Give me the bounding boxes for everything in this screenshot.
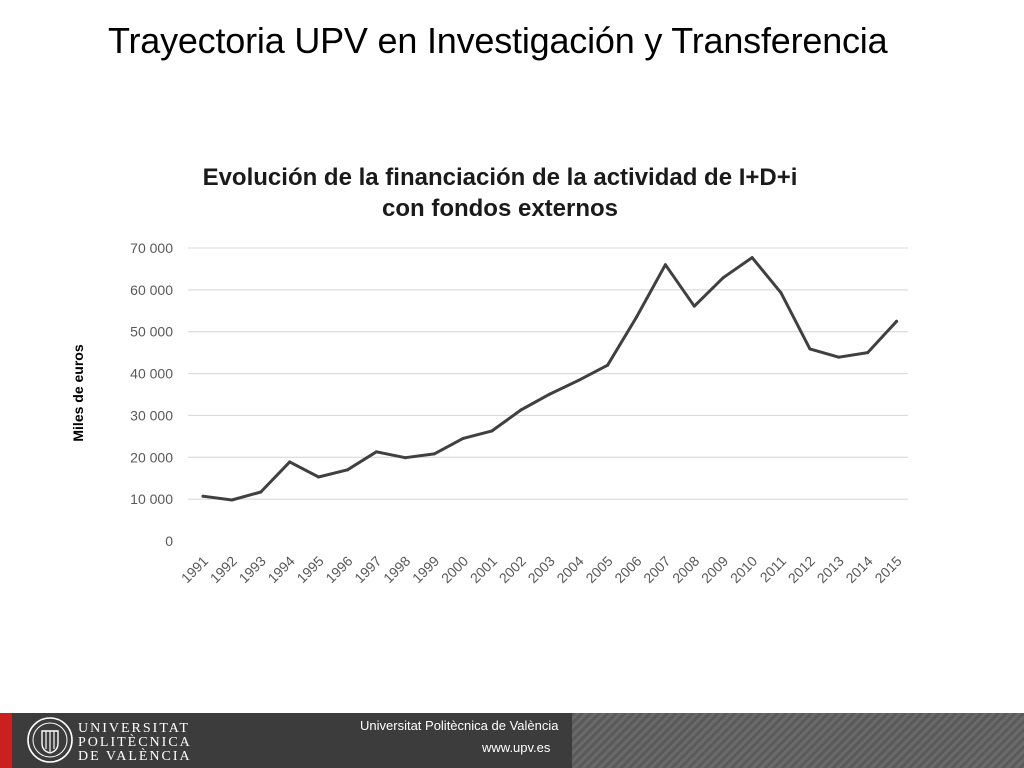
x-tick-label: 1996 [322,553,355,586]
x-tick-label: 2000 [438,553,471,586]
data-point [895,319,899,323]
university-seal-icon [27,717,73,763]
y-tick-label: 50 000 [130,324,173,340]
logo-line-2: POLITÈCNICA [78,735,192,750]
data-point [230,498,234,502]
slide-title: Trayectoria UPV en Investigación y Trans… [108,20,888,61]
y-tick-label: 60 000 [130,282,173,298]
footer-institution: Universitat Politècnica de València [360,718,559,733]
data-point [346,468,349,472]
series-line [201,256,899,502]
data-point [663,263,667,267]
x-tick-label: 2015 [871,553,904,586]
x-tick-label: 2007 [640,553,673,586]
x-tick-label: 2002 [496,553,529,586]
x-tick-label: 2011 [757,553,790,586]
footer-url-link[interactable]: www.upv.es [482,740,551,755]
y-tick-label: 0 [165,533,173,549]
x-tick-label: 2005 [582,553,615,586]
line-chart: 0 10 000 20 000 30 000 40 000 50 000 60 000 70 … [70,240,908,586]
data-point [403,456,407,460]
data-point [577,378,581,382]
data-point [548,392,552,396]
accent-stripe [0,713,12,768]
x-tick-label: 1997 [351,553,384,586]
x-tick-label: 2009 [698,553,731,586]
data-point [635,315,638,319]
y-axis-ticks: 0 10 000 20 000 30 000 40 000 50 000 60 000 70 … [130,240,173,549]
data-point [606,363,610,367]
data-point [837,355,841,359]
x-tick-label: 1998 [380,553,413,586]
y-tick-label: 40 000 [130,366,173,382]
data-point [519,408,523,412]
x-tick-label: 2003 [525,553,558,586]
chart-title: Evolución de la financiación de la activ… [100,162,900,224]
y-tick-label: 20 000 [130,449,173,465]
x-tick-label: 1992 [207,553,240,586]
x-tick-label: 2010 [727,553,760,586]
data-point [461,436,465,440]
x-tick-label: 1995 [293,553,326,586]
data-point [288,460,292,464]
x-tick-label: 2014 [842,553,875,586]
data-point [432,452,436,456]
data-point [259,490,263,494]
x-tick-label: 1999 [409,553,442,586]
series-layer [201,256,899,502]
data-point [866,351,870,355]
x-tick-label: 2012 [785,553,818,586]
footer-bar: UNIVERSITAT POLITÈCNICA DE VALÈNCIA Univ… [0,713,1024,768]
x-tick-label: 2008 [669,553,702,586]
data-point [808,347,812,351]
logo-wordmark: UNIVERSITAT POLITÈCNICA DE VALÈNCIA [78,722,192,764]
y-axis-label: Miles de euros [70,344,86,441]
y-tick-label: 10 000 [130,491,173,507]
x-axis-ticks: 1991199219931994199519961997199819992000… [178,553,905,586]
chart-title-line-1: Evolución de la financiación de la activ… [202,164,798,191]
data-point [201,494,205,498]
logo-line-1: UNIVERSITAT [78,721,190,736]
campus-photo [572,713,1024,768]
x-tick-label: 1994 [264,553,297,586]
y-tick-label: 70 000 [130,240,173,256]
x-tick-label: 1991 [178,553,211,586]
chart-title-line-2: con fondos externos [381,195,619,222]
data-point [721,276,725,280]
x-tick-label: 2013 [814,553,847,586]
grid-lines [188,247,908,500]
x-tick-label: 1993 [236,553,269,586]
data-point [374,450,378,454]
data-point [317,475,321,479]
logo-line-3: DE VALÈNCIA [78,749,192,764]
data-point [692,304,696,308]
x-tick-label: 2004 [553,553,586,586]
data-point [750,256,754,260]
data-point [779,291,783,295]
data-point [490,429,494,433]
x-tick-label: 2001 [467,553,500,586]
x-tick-label: 2006 [611,553,644,586]
y-tick-label: 30 000 [130,407,173,423]
